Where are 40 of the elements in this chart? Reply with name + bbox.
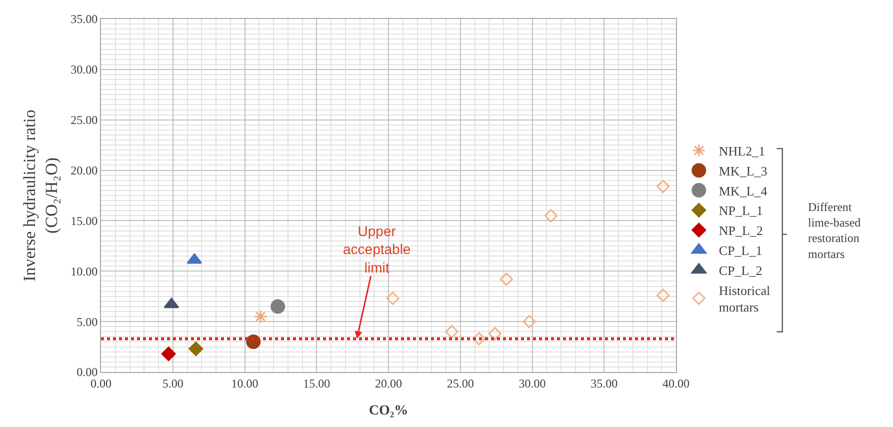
legend-label: MK_L_4: [718, 183, 768, 198]
y-tick-label: 25.00: [70, 113, 98, 128]
point: [188, 342, 204, 356]
point: [270, 299, 286, 314]
point: [544, 209, 558, 222]
legend-label: CP_L_2: [718, 262, 762, 278]
point: [656, 180, 670, 194]
y-tick-label: 15.00: [70, 214, 98, 228]
y-axis-title: Inverse hydraulicity ratio (CO₂/H₂O): [20, 110, 62, 282]
x-tick-label: 30.00: [518, 376, 546, 390]
x-axis-title: CO₂%: [368, 404, 408, 419]
legend-label: NHL2_1: [718, 144, 766, 159]
y-tick-label: 10.00: [70, 264, 98, 278]
x-tick-label: 35.00: [590, 376, 618, 390]
y-tick-label: 20.00: [70, 163, 98, 178]
point: [254, 310, 268, 324]
x-tick-label: 10.00: [231, 376, 258, 390]
x-tick-label: 20.00: [375, 376, 402, 390]
x-tick-label: 25.00: [446, 376, 474, 390]
point: [445, 325, 458, 338]
legend-label: MK_L_3: [718, 163, 768, 178]
x-tick-label: 15.00: [303, 376, 330, 390]
y-tick-label: 35.00: [70, 12, 98, 26]
y-tick-label: 5.00: [76, 314, 98, 329]
x-tick-label: 5.00: [162, 376, 184, 390]
point: [656, 288, 670, 302]
legend-label: NP_L_1: [718, 203, 763, 218]
point: [500, 272, 513, 286]
y-tick-label: 30.00: [70, 62, 98, 77]
legend-label: CP_L_1: [718, 243, 762, 258]
legend-label: NP_L_2: [718, 223, 763, 238]
point: [522, 314, 536, 328]
annotation: Upper acceptable limit: [343, 223, 411, 276]
x-tick-label: 40.00: [662, 376, 690, 390]
point: [161, 346, 176, 362]
text: Different lime-based restoration mortars: [808, 200, 861, 261]
point: [472, 332, 486, 346]
point: [488, 327, 502, 340]
point: [386, 292, 400, 305]
legend-label: Historical mortars: [718, 282, 771, 315]
